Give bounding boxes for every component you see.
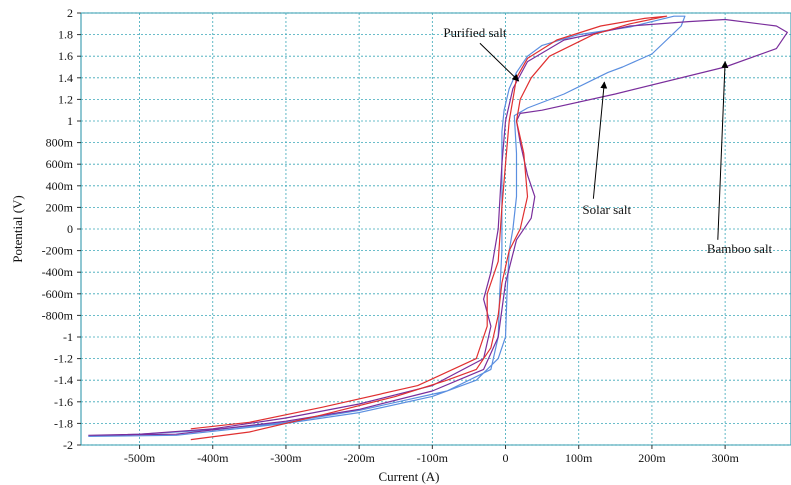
series-line-3 <box>190 15 668 441</box>
y-axis-title: Potential (V) <box>10 195 25 263</box>
x-tick-label: -500m <box>124 451 156 465</box>
annotation-label: Solar salt <box>582 202 631 217</box>
y-tick-label: 1.6 <box>58 49 73 63</box>
y-tick-label: 2 <box>67 6 73 20</box>
x-tick-label: -100m <box>417 451 449 465</box>
plot-background <box>80 12 791 446</box>
y-tick-label: -1.4 <box>54 373 73 387</box>
y-tick-label: -2 <box>63 438 73 452</box>
axes: -500m -400m -300m -200m -100m 0 100m 200m 300m 2 1… <box>42 6 740 465</box>
series-line-2 <box>88 18 788 436</box>
y-tick-label: 0 <box>67 222 73 236</box>
x-tick-label: 300m <box>711 451 739 465</box>
annotation-arrow <box>717 60 729 240</box>
y-tick-label: -1.2 <box>54 352 73 366</box>
y-tick-label: 1.2 <box>58 92 73 106</box>
y-tick-label: 400m <box>46 179 74 193</box>
x-tick-label: -400m <box>197 451 229 465</box>
y-tick-label: -800m <box>42 308 74 322</box>
y-tick-label: -200m <box>42 244 74 258</box>
x-tick-label: 200m <box>638 451 666 465</box>
y-tick-label: 1 <box>67 114 73 128</box>
x-tick-label: -300m <box>270 451 302 465</box>
x-tick-label: 0 <box>503 451 509 465</box>
y-tick-label: -1.8 <box>54 416 73 430</box>
y-tick-label: -600m <box>42 287 74 301</box>
y-tick-label: 1.4 <box>58 71 73 85</box>
series-line-1 <box>88 15 686 437</box>
x-tick-label: 100m <box>565 451 593 465</box>
y-tick-label: -400m <box>42 265 74 279</box>
grid <box>81 12 791 446</box>
annotation-label: Purified salt <box>443 25 507 40</box>
x-axis-title: Current (A) <box>378 469 439 484</box>
annotations: Purified salt Solar salt Bamboo salt <box>443 25 772 256</box>
y-tick-label: 200m <box>46 200 74 214</box>
y-tick-label: -1 <box>63 330 73 344</box>
series-group <box>88 15 788 441</box>
y-tick-label: 800m <box>46 136 74 150</box>
y-tick-label: 1.8 <box>58 28 73 42</box>
annotation-label: Bamboo salt <box>707 241 773 256</box>
y-tick-label: -1.6 <box>54 395 73 409</box>
annotation-arrow <box>592 81 608 199</box>
y-tick-label: 600m <box>46 157 74 171</box>
annotation-arrow <box>479 42 520 82</box>
x-tick-label: -200m <box>343 451 375 465</box>
